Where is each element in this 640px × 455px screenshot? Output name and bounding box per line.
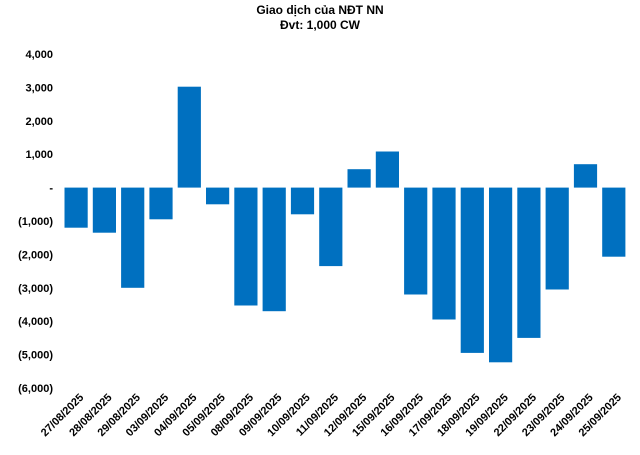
bar [121,187,145,288]
y-tick-label: (5,000) [18,350,53,362]
chart-title: Giao dịch của NĐT NN [256,3,383,17]
bar [347,169,371,188]
bar [489,187,513,363]
y-tick-label: (4,000) [18,316,53,328]
y-axis: 4,000 3,000 2,000 1,000 - (1,000) (2,000) (3,00… [18,49,53,395]
y-tick-label: (3,000) [18,283,53,295]
bar [545,187,569,290]
bar [602,187,626,257]
bar [432,187,456,320]
y-tick-label: 2,000 [25,116,53,128]
y-tick-label: 4,000 [25,49,53,61]
y-tick-label: (2,000) [18,249,53,261]
bar [290,187,315,215]
bar [375,151,399,188]
y-tick-label: 1,000 [25,149,53,161]
bars [64,86,626,363]
bar [573,164,598,188]
bar [177,86,201,188]
x-axis: 27/08/202528/08/202529/08/202503/09/2025… [39,392,624,439]
bar [319,187,343,267]
bar [64,187,88,228]
y-tick-label: (1,000) [18,216,53,228]
y-tick-label: 3,000 [25,82,53,94]
y-tick-label: (6,000) [18,383,53,395]
bar [404,187,428,295]
bar [149,187,173,220]
bar [92,187,116,233]
bar [206,187,230,205]
bar [234,187,258,306]
chart-subtitle: Đvt: 1,000 CW [280,18,361,32]
bar [517,187,541,338]
bar [460,187,484,353]
y-tick-label: - [49,183,53,195]
bar [262,187,286,312]
